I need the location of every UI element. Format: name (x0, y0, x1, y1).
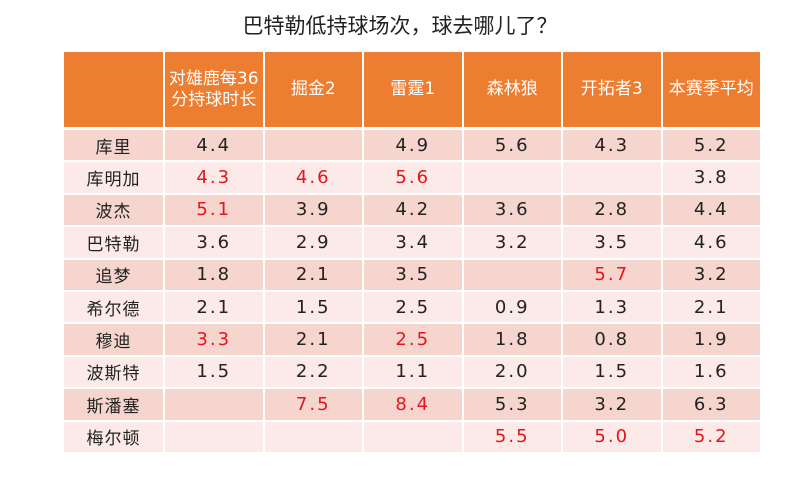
value-cell: 3.3 (164, 323, 265, 357)
value-cell: 4.4 (164, 128, 265, 163)
value-cell: 2.1 (164, 290, 265, 325)
player-name: 库明加 (64, 161, 165, 195)
table-row: 穆迪 3.3 2.1 2.5 1.8 0.8 1.9 (64, 323, 762, 357)
value-cell: 3.6 (462, 193, 563, 228)
value-cell: 0.8 (562, 323, 663, 357)
value-cell: 3.9 (263, 193, 364, 228)
column-header: 森林狼 (462, 52, 563, 130)
value-cell: 4.6 (661, 226, 762, 260)
value-cell: 2.1 (263, 323, 364, 357)
table-header-row: 对雄鹿每36分持球时长 掘金2 雷霆1 森林狼 开拓者3 本赛季平均 (64, 52, 762, 130)
value-cell: 2.5 (363, 290, 464, 325)
value-cell: 2.9 (263, 226, 364, 260)
player-name: 穆迪 (64, 323, 165, 357)
value-cell: 7.5 (263, 388, 364, 422)
value-cell: 3.5 (562, 226, 663, 260)
value-cell: 4.9 (363, 128, 464, 163)
value-cell: 4.6 (263, 161, 364, 195)
value-cell: 3.6 (164, 226, 265, 260)
value-cell: 4.4 (661, 193, 762, 228)
value-cell: 1.1 (363, 355, 464, 390)
value-cell: 5.6 (462, 128, 563, 163)
value-cell: 1.5 (562, 355, 663, 390)
value-cell: 5.2 (661, 128, 762, 163)
value-cell: 2.1 (263, 258, 364, 292)
value-cell: 0.9 (462, 290, 563, 325)
player-name: 库里 (64, 128, 165, 163)
value-cell: 2.8 (562, 193, 663, 228)
value-cell (363, 420, 464, 454)
value-cell: 1.5 (164, 355, 265, 390)
table-row: 库明加 4.3 4.6 5.6 3.8 (64, 161, 762, 195)
value-cell: 5.6 (363, 161, 464, 195)
value-cell: 2.1 (661, 290, 762, 325)
value-cell: 5.2 (661, 420, 762, 454)
value-cell (164, 388, 265, 422)
value-cell: 3.2 (462, 226, 563, 260)
table-row: 波斯特 1.5 2.2 1.1 2.0 1.5 1.6 (64, 355, 762, 390)
value-cell (263, 420, 364, 454)
value-cell (164, 420, 265, 454)
value-cell: 2.5 (363, 323, 464, 357)
value-cell: 3.2 (661, 258, 762, 292)
value-cell: 5.0 (562, 420, 663, 454)
player-name: 波杰 (64, 193, 165, 228)
column-header: 本赛季平均 (661, 52, 762, 130)
page-title: 巴特勒低持球场次，球去哪儿了？ (242, 14, 558, 38)
player-name: 巴特勒 (64, 226, 165, 260)
value-cell: 5.3 (462, 388, 563, 422)
value-cell: 4.3 (562, 128, 663, 163)
value-cell (462, 161, 563, 195)
table-row: 库里 4.4 4.9 5.6 4.3 5.2 (64, 128, 762, 163)
value-cell (263, 128, 364, 163)
column-header: 雷霆1 (363, 52, 464, 130)
value-cell: 1.6 (661, 355, 762, 390)
possession-time-table: 对雄鹿每36分持球时长 掘金2 雷霆1 森林狼 开拓者3 本赛季平均 库里 4.4 4.9 5.… (64, 52, 762, 454)
player-name: 梅尔顿 (64, 420, 165, 454)
column-header: 掘金2 (263, 52, 364, 130)
player-name: 斯潘塞 (64, 388, 165, 422)
table-row: 梅尔顿 5.5 5.0 5.2 (64, 420, 762, 454)
player-name: 波斯特 (64, 355, 165, 390)
player-name: 追梦 (64, 258, 165, 292)
value-cell: 2.0 (462, 355, 563, 390)
header-corner (64, 52, 165, 130)
value-cell: 2.2 (263, 355, 364, 390)
table-row: 希尔德 2.1 1.5 2.5 0.9 1.3 2.1 (64, 290, 762, 325)
value-cell: 1.5 (263, 290, 364, 325)
table-row: 追梦 1.8 2.1 3.5 5.7 3.2 (64, 258, 762, 292)
value-cell: 5.5 (462, 420, 563, 454)
value-cell: 8.4 (363, 388, 464, 422)
table-row: 斯潘塞 7.5 8.4 5.3 3.2 6.3 (64, 388, 762, 422)
value-cell: 4.3 (164, 161, 265, 195)
value-cell: 1.3 (562, 290, 663, 325)
value-cell (462, 258, 563, 292)
value-cell (562, 161, 663, 195)
table-row: 波杰 5.1 3.9 4.2 3.6 2.8 4.4 (64, 193, 762, 228)
value-cell: 3.2 (562, 388, 663, 422)
value-cell: 1.9 (661, 323, 762, 357)
value-cell: 1.8 (164, 258, 265, 292)
player-name: 希尔德 (64, 290, 165, 325)
value-cell: 6.3 (661, 388, 762, 422)
table-row: 巴特勒 3.6 2.9 3.4 3.2 3.5 4.6 (64, 226, 762, 260)
value-cell: 1.8 (462, 323, 563, 357)
column-header: 开拓者3 (562, 52, 663, 130)
value-cell: 3.4 (363, 226, 464, 260)
value-cell: 4.2 (363, 193, 464, 228)
value-cell: 3.5 (363, 258, 464, 292)
value-cell: 5.1 (164, 193, 265, 228)
value-cell: 3.8 (661, 161, 762, 195)
value-cell: 5.7 (562, 258, 663, 292)
column-header: 对雄鹿每36分持球时长 (164, 52, 265, 130)
